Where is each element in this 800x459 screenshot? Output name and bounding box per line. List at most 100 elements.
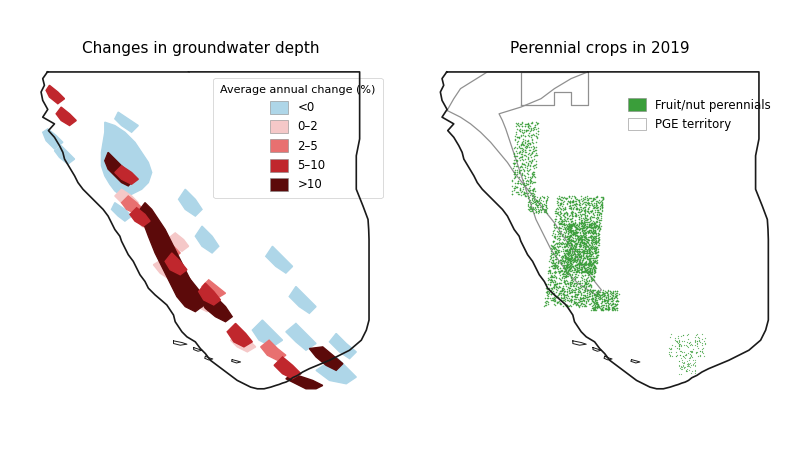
Point bbox=[541, 196, 554, 203]
Point bbox=[559, 246, 572, 254]
Point bbox=[579, 271, 592, 278]
Polygon shape bbox=[172, 273, 206, 307]
Point bbox=[605, 298, 618, 305]
Point bbox=[594, 220, 606, 227]
Polygon shape bbox=[178, 189, 202, 216]
Point bbox=[559, 204, 572, 212]
Point bbox=[583, 249, 596, 257]
Point bbox=[532, 209, 545, 216]
Point bbox=[556, 264, 569, 272]
Legend: Fruit/nut perennials, PGE territory: Fruit/nut perennials, PGE territory bbox=[621, 91, 778, 138]
Point bbox=[516, 154, 529, 161]
Point bbox=[510, 170, 523, 178]
Point bbox=[582, 268, 595, 275]
Point bbox=[528, 155, 541, 162]
Point bbox=[582, 247, 595, 255]
Point bbox=[567, 222, 580, 229]
Point bbox=[578, 253, 590, 261]
Point bbox=[528, 206, 541, 213]
Point bbox=[540, 208, 553, 215]
Point bbox=[523, 121, 536, 129]
Point bbox=[512, 169, 525, 177]
Point bbox=[558, 224, 570, 231]
Point bbox=[588, 257, 601, 265]
Point bbox=[537, 195, 550, 202]
Point bbox=[594, 289, 606, 296]
Point bbox=[563, 223, 576, 230]
Point bbox=[544, 269, 557, 276]
Point bbox=[591, 301, 604, 308]
Point bbox=[675, 332, 688, 339]
Point bbox=[572, 255, 585, 262]
Point bbox=[606, 295, 618, 302]
Point bbox=[589, 257, 602, 264]
Point bbox=[565, 259, 578, 266]
Point bbox=[558, 264, 570, 271]
Point bbox=[566, 289, 578, 296]
Point bbox=[593, 217, 606, 224]
Point bbox=[550, 263, 563, 271]
Point bbox=[543, 295, 556, 302]
Point bbox=[606, 296, 618, 303]
Point bbox=[550, 293, 562, 300]
Point bbox=[579, 241, 592, 249]
Point bbox=[584, 221, 597, 228]
Point bbox=[531, 197, 544, 204]
Point bbox=[558, 270, 571, 278]
Point bbox=[583, 254, 596, 262]
Point bbox=[570, 285, 582, 292]
Point bbox=[578, 230, 590, 237]
Point bbox=[590, 258, 603, 266]
Point bbox=[588, 213, 601, 221]
Point bbox=[590, 298, 603, 306]
Point bbox=[566, 288, 578, 295]
Point bbox=[575, 233, 588, 240]
Point bbox=[565, 240, 578, 247]
Point bbox=[586, 228, 598, 235]
Point bbox=[561, 259, 574, 267]
Point bbox=[548, 243, 561, 251]
Point bbox=[510, 145, 523, 152]
Point bbox=[550, 280, 563, 287]
Point bbox=[563, 239, 576, 246]
Point bbox=[546, 288, 559, 295]
Point bbox=[567, 282, 580, 290]
Point bbox=[608, 295, 621, 302]
Point bbox=[574, 254, 586, 261]
Point bbox=[524, 179, 537, 186]
Point bbox=[553, 269, 566, 276]
Point bbox=[574, 256, 586, 263]
Point bbox=[570, 256, 582, 263]
Point bbox=[567, 230, 580, 238]
Point bbox=[545, 252, 558, 259]
Point bbox=[564, 216, 577, 223]
Point bbox=[518, 156, 531, 163]
Point bbox=[559, 226, 572, 233]
Point bbox=[566, 243, 579, 250]
Point bbox=[558, 205, 570, 213]
Point bbox=[558, 244, 571, 251]
Point bbox=[606, 292, 619, 299]
Point bbox=[569, 194, 582, 202]
Point bbox=[517, 184, 530, 191]
Point bbox=[560, 255, 573, 262]
Point bbox=[538, 299, 551, 306]
Point bbox=[550, 250, 562, 257]
Point bbox=[557, 240, 570, 247]
Point bbox=[555, 209, 568, 217]
Point bbox=[575, 236, 588, 243]
Point bbox=[548, 227, 561, 234]
Point bbox=[583, 246, 596, 253]
Point bbox=[582, 296, 594, 303]
Point bbox=[589, 230, 602, 238]
Point bbox=[551, 292, 564, 300]
Point bbox=[558, 268, 571, 275]
Point bbox=[597, 306, 610, 313]
Point bbox=[508, 162, 521, 170]
Point bbox=[590, 245, 602, 252]
Point bbox=[561, 261, 574, 269]
Point bbox=[569, 228, 582, 235]
Point bbox=[578, 301, 591, 308]
Point bbox=[529, 200, 542, 207]
Point bbox=[584, 299, 597, 307]
